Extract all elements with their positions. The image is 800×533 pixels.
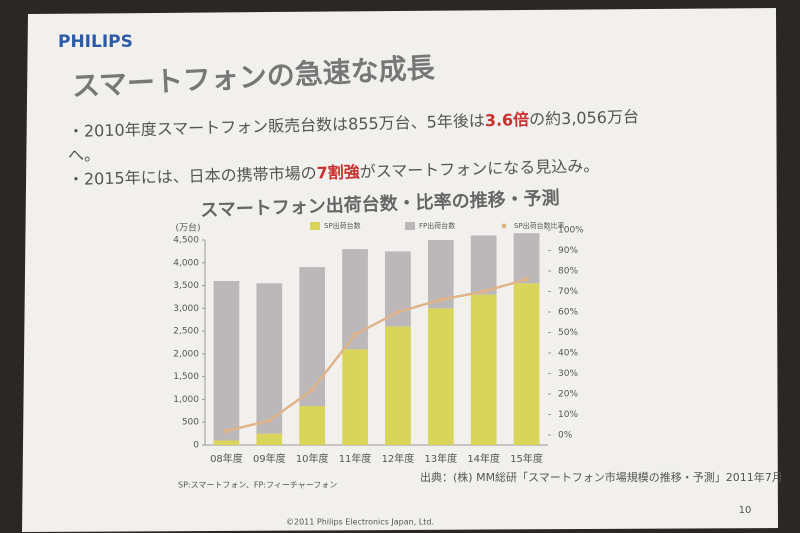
legend-label: SP出荷台数比率 xyxy=(514,221,565,230)
y2-tick-label: 0% xyxy=(558,431,573,441)
x-tick-label: 13年度 xyxy=(424,452,457,465)
bar xyxy=(427,308,454,445)
bar xyxy=(513,233,540,284)
chart: 0 500 1,000 1,500 2,000 2,500 3,000 3,500 4,000 4… xyxy=(173,221,584,465)
ratio-point xyxy=(223,428,229,434)
logo: PHILIPS xyxy=(58,32,133,52)
bar xyxy=(256,283,283,434)
source: 出典：(株) MM総研「スマートフォン市場規模の推移・予測」2011年7月 xyxy=(420,470,783,484)
bullet-line: へ。 xyxy=(68,145,101,165)
bullet-line: ・2010年度スマートフォン販売台数は855万台、5年後は3.6倍の約3,056… xyxy=(68,107,639,141)
y2-tick-label: 40% xyxy=(558,349,578,359)
x-tick-label: 10年度 xyxy=(296,452,329,465)
note: SP:スマートフォン、FP:フィーチャーフォン xyxy=(178,481,337,490)
ratio-point xyxy=(481,289,487,294)
x-tick-label: 08年度 xyxy=(210,452,243,465)
ratio-point xyxy=(524,276,530,282)
bullet-text: へ。 xyxy=(68,145,101,165)
y2-tick-label: 20% xyxy=(558,390,578,400)
x-tick-label: 12年度 xyxy=(382,452,415,465)
bar xyxy=(342,349,368,445)
y-tick-label: 1,000 xyxy=(173,395,199,405)
bar xyxy=(385,251,411,327)
legend-label: SP出荷台数 xyxy=(324,221,361,230)
legend-label: FP出荷台数 xyxy=(419,221,455,230)
x-tick-label: 09年度 xyxy=(253,452,286,465)
ratio-point xyxy=(309,387,315,393)
y2-tick-label: 50% xyxy=(558,328,578,338)
bar xyxy=(256,433,283,445)
ratio-line xyxy=(226,277,527,433)
legend-swatch xyxy=(501,223,507,229)
copyright: ©2011 Philips Electronics Japan, Ltd. xyxy=(286,518,434,527)
x-tick-label: 14年度 xyxy=(467,452,500,465)
bullet-text: の約3,056万台 xyxy=(529,107,639,129)
ratio-point xyxy=(352,332,358,338)
y-tick-label: 2,500 xyxy=(173,327,199,337)
y-tick-label: 500 xyxy=(182,418,199,428)
bullet-text: 3.6倍 xyxy=(485,109,530,129)
legend-swatch xyxy=(310,222,320,230)
page-number: 10 xyxy=(739,505,752,516)
bar xyxy=(470,235,497,295)
y2-tick-label: 90% xyxy=(558,246,578,256)
y-tick-label: 3,500 xyxy=(173,281,199,291)
y2-tick-label: 30% xyxy=(558,369,578,379)
bar xyxy=(213,440,240,445)
legend-swatch xyxy=(405,222,415,230)
y-tick-label: 1,500 xyxy=(173,372,199,382)
y-tick-label: 4,500 xyxy=(173,236,199,246)
y-unit: (万台) xyxy=(175,222,200,234)
y2-tick-label: 100% xyxy=(558,226,584,236)
ratio-point xyxy=(266,418,272,424)
x-tick-label: 15年度 xyxy=(510,452,543,465)
y-tick-label: 4,000 xyxy=(173,258,199,268)
y2-tick-label: 10% xyxy=(558,410,578,420)
y2-tick-label: 60% xyxy=(558,308,578,318)
bar xyxy=(385,326,411,445)
bullets: ・2010年度スマートフォン販売台数は855万台、5年後は3.6倍の約3,056… xyxy=(68,107,639,189)
bar xyxy=(470,294,497,445)
bullet-text: 7割強 xyxy=(316,162,360,182)
bar xyxy=(513,283,540,445)
ratio-point xyxy=(395,309,401,315)
y2-tick-label: 80% xyxy=(558,267,578,277)
y-tick-label: 0 xyxy=(193,441,199,451)
y-tick-label: 3,000 xyxy=(173,304,199,314)
y-tick-label: 2,000 xyxy=(173,349,199,359)
ratio-point xyxy=(438,297,444,303)
y2-tick-label: 70% xyxy=(558,287,578,297)
bar xyxy=(299,406,326,445)
x-tick-label: 11年度 xyxy=(339,452,372,465)
bar xyxy=(299,267,326,407)
bar xyxy=(213,281,240,441)
